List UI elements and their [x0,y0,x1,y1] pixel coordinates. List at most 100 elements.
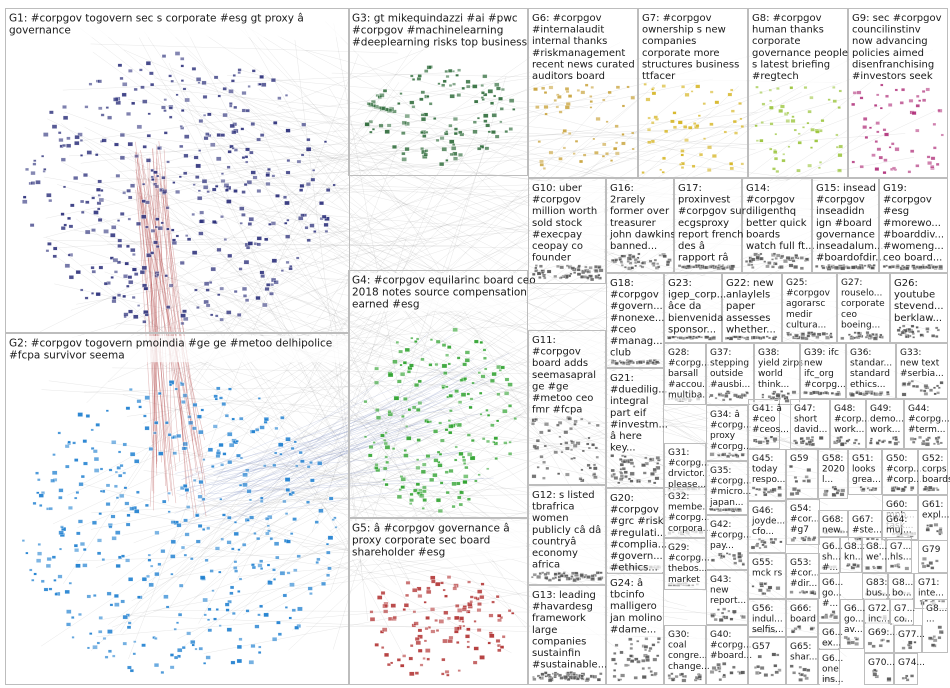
vertex [421,462,427,467]
vertex [581,270,586,275]
vertex [419,663,424,667]
vertex [150,251,155,255]
label-background [788,502,818,536]
vertex [430,629,436,634]
group-label-line: G4: #corpgov equilarinc board ceo [352,275,536,287]
vertex [619,471,624,475]
edge [156,166,167,442]
vertex [874,333,878,336]
vertex [936,384,940,388]
vertex [217,293,221,297]
vertex [313,230,317,233]
vertex [882,171,887,175]
vertex [233,521,237,524]
vertex [747,263,751,267]
vertex [57,131,62,135]
edge [112,487,492,628]
vertex [901,676,906,680]
group-label-line: large [532,625,557,636]
group-label-line: standard [850,369,890,379]
vertex [771,336,777,341]
label-background [802,346,844,391]
edge [39,42,621,333]
vertex [595,423,600,427]
group-label: G27: rouselo... corporate ceo boeing... [841,278,885,330]
edge [251,362,409,524]
vertex [187,415,192,419]
vertex [129,506,135,511]
vertex [399,92,403,95]
vertex [453,127,458,131]
group-label-line: #corpg... [668,554,710,564]
vertex [722,607,727,611]
vertex [277,632,282,636]
vertex [231,611,236,615]
vertex [927,636,933,640]
vertex [111,299,117,304]
vertex [548,85,554,90]
vertex [464,465,469,470]
group-label-line: G71: [918,578,939,588]
vertex [584,83,589,87]
vertex [646,127,652,132]
group-cell-g41: G41: â #ceo #ceos... [748,399,789,449]
vertex [919,389,923,392]
group-label: G19: #corpgov #esg #morewo... #boarddiv... #w… [883,183,944,264]
vertex [648,649,652,653]
vertex [815,130,820,134]
vertex [209,569,214,573]
edge [116,323,405,348]
group-label-line: board [790,615,816,625]
group-border [848,449,882,495]
vertex [71,616,75,619]
vertex [789,492,795,496]
group-label-line: earned #esg [352,299,420,311]
group-cell-g38: G38: yield zirps world think... [754,343,804,405]
vertex [309,223,315,228]
vertex [220,537,224,541]
group-label-line: anlaylels [726,290,770,301]
vertex [76,531,81,536]
group-border [674,178,742,273]
group-border [706,570,748,625]
edge [61,161,441,357]
vertex [469,600,473,604]
vertex [755,85,759,89]
vertex [925,528,930,532]
vertex [710,558,716,562]
vertex [802,126,805,129]
vertex [424,149,429,153]
vertex [416,586,422,591]
vertex [239,206,245,211]
vertex [323,140,327,143]
vertex [271,174,276,178]
group-label-line: inseadidn [816,206,864,217]
vertex [157,391,162,395]
vertex [110,276,114,279]
vertex [112,257,119,263]
vertex [30,181,36,185]
vertex [629,479,634,483]
vertex [227,150,232,154]
vertex [179,144,184,149]
group-cell-g79: G79 [918,540,948,573]
vertex [695,84,701,89]
vertex [194,647,198,651]
vertex [447,638,453,644]
vertex [938,532,942,536]
label-background [530,181,604,265]
vertex [461,607,467,612]
vertex [573,419,578,424]
group-label-line: G51: [852,454,873,464]
label-background [868,402,902,436]
vertex [90,266,95,270]
vertex [495,595,500,599]
vertex [810,127,815,132]
label-background [666,446,704,491]
vertex [798,591,802,594]
vertex [821,266,826,270]
vertex [324,216,330,221]
label-background [866,602,888,626]
vertex [191,212,195,216]
vertex [925,87,930,92]
